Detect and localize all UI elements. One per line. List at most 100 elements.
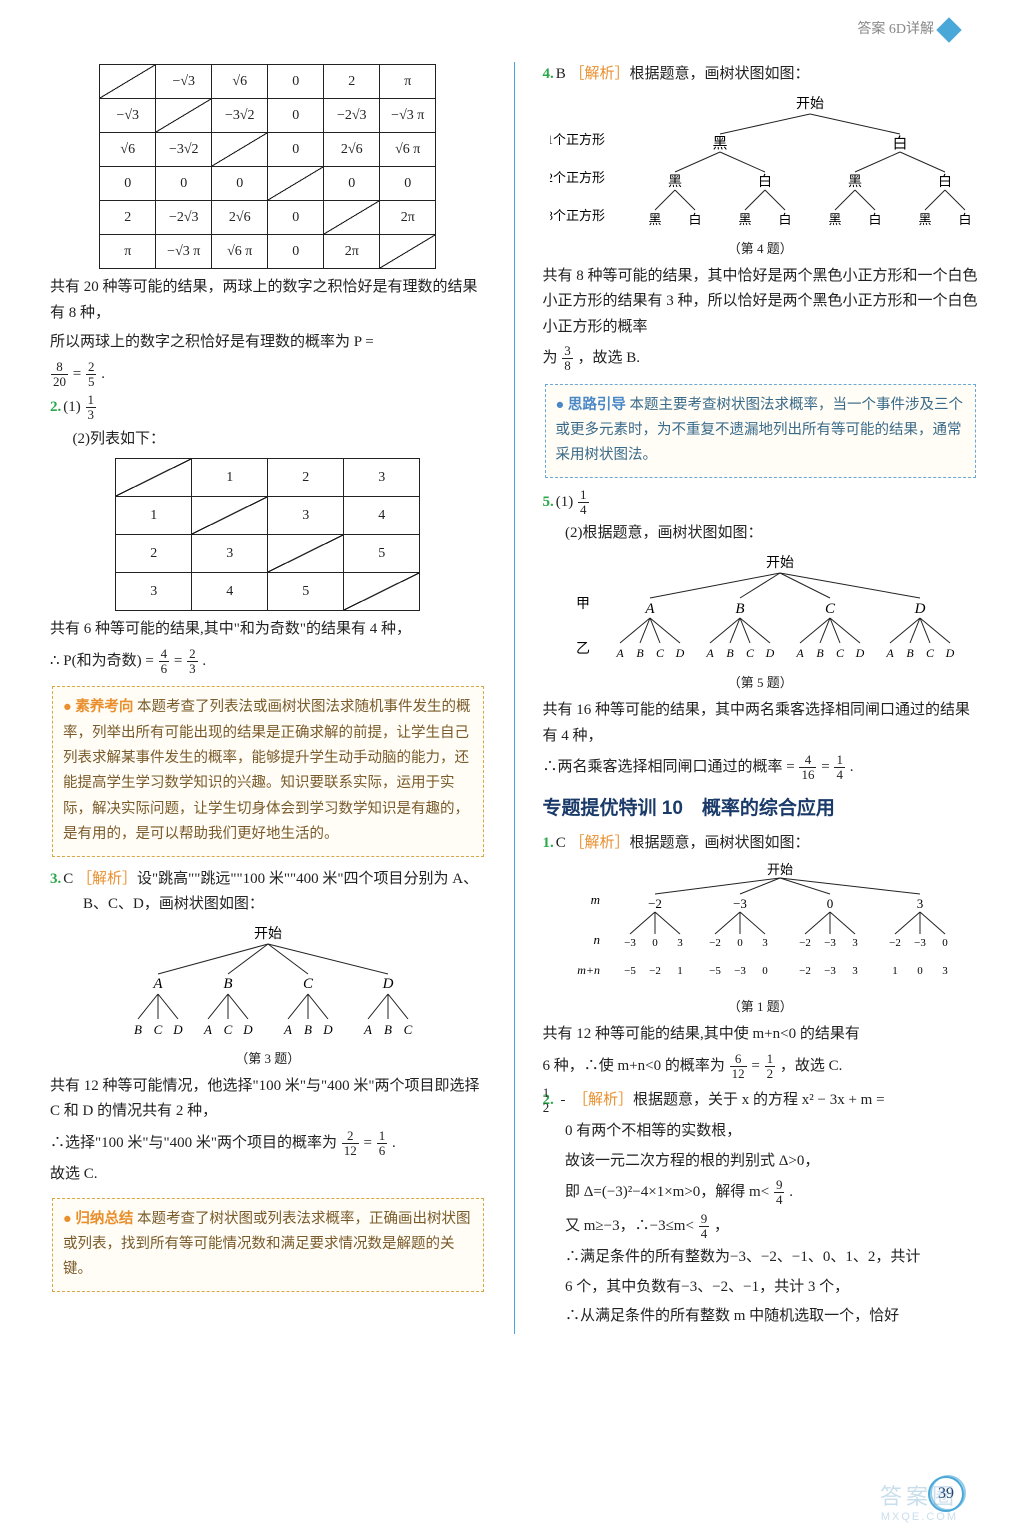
svg-text:C: C bbox=[825, 601, 836, 617]
svg-text:−3: −3 bbox=[824, 937, 836, 949]
svg-text:A: A bbox=[706, 646, 715, 660]
para: 6 种，∴使 m+n<0 的概率为 612 = 12 ，故选 C. bbox=[543, 1052, 979, 1082]
q5-part2: (2)根据题意，画树状图如图： bbox=[543, 521, 979, 547]
para: 故选 C. bbox=[50, 1162, 486, 1188]
svg-text:黑: 黑 bbox=[848, 175, 862, 190]
svg-text:黑: 黑 bbox=[668, 175, 682, 190]
callout-guina: ● 归纳总结 本题考查了树状图或列表法求概率，正确画出树状图或列表，找到所有等可… bbox=[52, 1198, 484, 1292]
svg-text:0: 0 bbox=[918, 965, 924, 977]
svg-text:A: A bbox=[363, 1022, 372, 1037]
svg-text:白: 白 bbox=[758, 174, 772, 190]
para: ∴从满足条件的所有整数 m 中随机选取一个，恰好 bbox=[543, 1304, 979, 1330]
svg-text:D: D bbox=[914, 601, 926, 617]
svg-text:C: C bbox=[926, 646, 935, 660]
svg-text:−2: −2 bbox=[648, 896, 662, 911]
svg-text:1: 1 bbox=[678, 965, 684, 977]
callout-silu: ● 思路引导 本题主要考查树状图法求概率，当一个事件涉及三个或更多元素时，为不重… bbox=[545, 384, 977, 478]
svg-text:白: 白 bbox=[689, 212, 702, 227]
svg-text:−2: −2 bbox=[889, 937, 901, 949]
para: ∴两名乘客选择相同闸口通过的概率 = 416 = 14 . bbox=[543, 753, 979, 783]
svg-text:C: C bbox=[836, 646, 845, 660]
svg-text:开始: 开始 bbox=[767, 862, 793, 877]
q3: 3.C ［解析］设"跳高""跳远""100 米""400 米"四个项目分别为 A… bbox=[50, 867, 486, 918]
svg-text:B: B bbox=[134, 1022, 142, 1037]
svg-text:黑: 黑 bbox=[649, 212, 662, 227]
svg-text:3: 3 bbox=[678, 937, 684, 949]
svg-text:−3: −3 bbox=[824, 965, 836, 977]
para: 共有 8 种等可能的结果，其中恰好是两个黑色小正方形和一个白色小正方形的结果有 … bbox=[543, 264, 979, 341]
svg-text:C: C bbox=[746, 646, 755, 660]
svg-text:−3: −3 bbox=[733, 896, 747, 911]
svg-text:黑: 黑 bbox=[713, 136, 728, 152]
svg-text:3: 3 bbox=[853, 965, 859, 977]
svg-text:黑: 黑 bbox=[829, 212, 842, 227]
callout-suyang: ● 素养考向 本题考查了列表法或画树状图法求随机事件发生的概率，列举出所有可能出… bbox=[52, 686, 484, 856]
svg-text:白: 白 bbox=[893, 135, 908, 152]
svg-text:D: D bbox=[675, 646, 685, 660]
svg-text:B: B bbox=[736, 601, 745, 617]
q5: 5.(1) 14 bbox=[543, 488, 979, 518]
svg-text:3: 3 bbox=[917, 896, 924, 911]
svg-text:A: A bbox=[203, 1022, 212, 1037]
para: 又 m≥−3，∴−3≤m< 94 ， bbox=[543, 1212, 979, 1242]
svg-text:3: 3 bbox=[853, 937, 859, 949]
column-divider bbox=[514, 62, 515, 1334]
svg-text:B: B bbox=[637, 646, 645, 660]
svg-text:A: A bbox=[886, 646, 895, 660]
svg-text:B: B bbox=[727, 646, 735, 660]
para: 0 有两个不相等的实数根， bbox=[543, 1119, 979, 1145]
para: 即 Δ=(−3)²−4×1×m>0，解得 m< 94 . bbox=[543, 1178, 979, 1208]
svg-text:0: 0 bbox=[738, 937, 744, 949]
svg-text:乙: 乙 bbox=[576, 641, 590, 657]
svg-text:B: B bbox=[384, 1022, 392, 1037]
svg-text:D: D bbox=[381, 976, 393, 992]
svg-text:A: A bbox=[152, 976, 163, 992]
svg-text:第2个正方形: 第2个正方形 bbox=[550, 170, 605, 185]
svg-text:B: B bbox=[223, 976, 232, 992]
para: 共有 20 种等可能的结果，两球上的数字之积恰好是有理数的结果有 8 种， bbox=[50, 275, 486, 326]
q2: 2.(1) 13 bbox=[50, 393, 486, 423]
q1b: 1.C ［解析］根据题意，画树状图如图： bbox=[543, 831, 979, 857]
svg-text:0: 0 bbox=[763, 965, 769, 977]
para: 故该一元二次方程的根的判别式 Δ>0， bbox=[543, 1149, 979, 1175]
svg-text:D: D bbox=[855, 646, 865, 660]
svg-text:白: 白 bbox=[938, 174, 952, 190]
svg-text:−2: −2 bbox=[799, 965, 811, 977]
tree4-caption: （第 4 题） bbox=[543, 238, 979, 260]
para: 6 个，其中负数有−3、−2、−1，共计 3 个， bbox=[543, 1275, 979, 1301]
tree1b-caption: （第 1 题） bbox=[543, 996, 979, 1018]
svg-text:3: 3 bbox=[763, 937, 769, 949]
svg-text:黑: 黑 bbox=[739, 212, 752, 227]
svg-text:C: C bbox=[223, 1022, 232, 1037]
svg-text:A: A bbox=[645, 601, 656, 617]
svg-text:−3: −3 bbox=[734, 965, 746, 977]
svg-text:−3: −3 bbox=[914, 937, 926, 949]
svg-text:D: D bbox=[765, 646, 775, 660]
svg-text:黑: 黑 bbox=[919, 212, 932, 227]
svg-text:甲: 甲 bbox=[576, 597, 590, 612]
para: 共有 16 种等可能的结果，其中两名乘客选择相同闸口通过的结果有 4 种， bbox=[543, 698, 979, 749]
left-column: −√3√602π −√3−3√20−2√3−√3 π √6−3√202√6√6 … bbox=[50, 58, 486, 1334]
svg-text:白: 白 bbox=[959, 212, 971, 227]
svg-text:A: A bbox=[796, 646, 805, 660]
svg-text:C: C bbox=[656, 646, 665, 660]
svg-text:白: 白 bbox=[779, 212, 792, 227]
header-label: 答案 6D详解 bbox=[857, 18, 934, 42]
svg-text:C: C bbox=[403, 1022, 412, 1037]
svg-text:0: 0 bbox=[943, 937, 949, 949]
tree-q5: 开始 甲 乙 AB CD ABCD ABCD ABCD ABCD bbox=[550, 553, 970, 668]
sum-table: 123 134 235 345 bbox=[115, 458, 420, 611]
svg-text:开始: 开始 bbox=[254, 926, 282, 942]
svg-text:−2: −2 bbox=[709, 937, 721, 949]
page-header: 答案 6D详解 bbox=[857, 18, 958, 42]
svg-text:D: D bbox=[242, 1022, 253, 1037]
svg-text:开始: 开始 bbox=[796, 96, 824, 112]
svg-text:0: 0 bbox=[827, 896, 834, 911]
svg-text:第3个正方形: 第3个正方形 bbox=[550, 208, 605, 223]
svg-text:0: 0 bbox=[653, 937, 659, 949]
header-icon bbox=[936, 17, 961, 42]
svg-text:B: B bbox=[304, 1022, 312, 1037]
para: 共有 6 种等可能的结果,其中"和为奇数"的结果有 4 种， bbox=[50, 617, 486, 643]
para: ∴选择"100 米"与"400 米"两个项目的概率为 212 = 16 . bbox=[50, 1129, 486, 1159]
tree3-caption: （第 3 题） bbox=[50, 1048, 486, 1070]
